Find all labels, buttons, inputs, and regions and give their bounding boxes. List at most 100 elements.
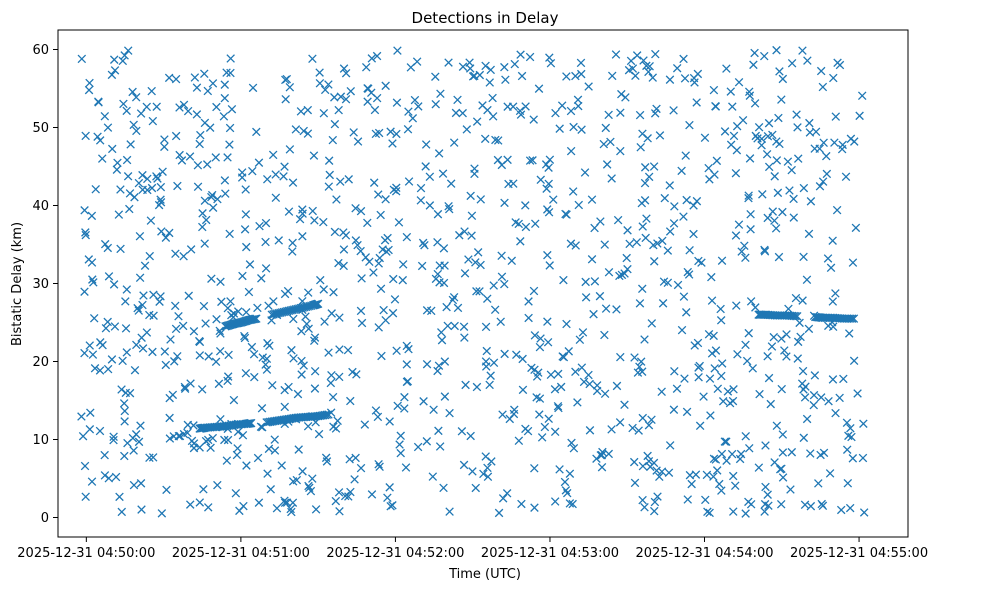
- data-point: [283, 286, 293, 296]
- data-point: [462, 125, 472, 134]
- data-point: [100, 471, 110, 480]
- data-point: [500, 62, 509, 72]
- data-point: [261, 218, 271, 228]
- data-point: [729, 385, 738, 394]
- data-point: [535, 342, 545, 352]
- data-point: [457, 427, 467, 436]
- data-point: [530, 331, 540, 340]
- data-point: [604, 449, 614, 459]
- data-point: [288, 238, 297, 248]
- data-point: [497, 272, 507, 282]
- data-point: [731, 231, 741, 240]
- data-point: [280, 162, 289, 171]
- data-point: [388, 139, 397, 148]
- data-point: [121, 388, 131, 398]
- data-point: [760, 507, 769, 516]
- data-point: [584, 370, 593, 380]
- data-point: [219, 112, 229, 121]
- data-point: [189, 443, 199, 453]
- data-point: [809, 390, 819, 400]
- data-point: [763, 490, 772, 499]
- data-point: [220, 176, 230, 185]
- data-point: [199, 301, 209, 311]
- data-point: [433, 366, 442, 376]
- data-point: [110, 66, 120, 75]
- data-point: [649, 257, 659, 266]
- data-point: [353, 240, 362, 250]
- data-point: [466, 431, 475, 441]
- data-point: [334, 258, 343, 268]
- data-point: [331, 496, 341, 506]
- data-point: [149, 311, 158, 320]
- data-point: [444, 204, 454, 214]
- data-point: [116, 185, 125, 194]
- data-point: [403, 377, 413, 386]
- data-point: [133, 303, 142, 313]
- data-point: [632, 238, 642, 247]
- data-point: [425, 172, 435, 182]
- data-point: [567, 438, 576, 448]
- data-point: [713, 384, 723, 394]
- data-point: [707, 296, 717, 305]
- data-point: [768, 207, 778, 216]
- data-point: [185, 152, 195, 161]
- data-point: [271, 170, 280, 179]
- data-point: [90, 364, 100, 373]
- data-point: [787, 447, 797, 457]
- data-point: [604, 268, 614, 277]
- data-point: [777, 384, 786, 394]
- data-point: [518, 385, 528, 395]
- data-point: [635, 110, 645, 120]
- data-point: [289, 354, 298, 363]
- data-point: [344, 175, 354, 184]
- data-point: [392, 98, 402, 107]
- data-point: [606, 137, 615, 147]
- data-point: [859, 508, 869, 517]
- data-point: [787, 58, 797, 68]
- data-point: [320, 317, 329, 326]
- data-point: [324, 348, 333, 357]
- data-point: [601, 304, 611, 313]
- data-point: [229, 395, 239, 405]
- data-point: [571, 71, 580, 81]
- data-point: [114, 210, 124, 219]
- data-point: [776, 499, 786, 509]
- data-point: [553, 369, 563, 379]
- data-point: [302, 319, 312, 329]
- data-point: [562, 72, 571, 81]
- data-point: [561, 486, 571, 495]
- data-point: [481, 61, 490, 71]
- data-point: [180, 382, 190, 392]
- data-point: [787, 165, 796, 175]
- data-point: [632, 51, 642, 60]
- data-point: [225, 229, 234, 239]
- data-point: [763, 131, 773, 141]
- data-point: [339, 64, 349, 73]
- data-point: [636, 142, 645, 152]
- data-point: [348, 367, 357, 377]
- data-point: [410, 95, 420, 105]
- data-point: [224, 350, 233, 360]
- data-point: [483, 105, 492, 115]
- data-point: [109, 435, 118, 445]
- data-point: [828, 236, 837, 245]
- data-point: [435, 278, 444, 287]
- data-point: [740, 241, 749, 251]
- data-point: [255, 221, 264, 231]
- data-point: [677, 166, 686, 176]
- data-point: [545, 261, 554, 270]
- data-point: [689, 201, 698, 210]
- data-point: [706, 411, 715, 420]
- data-point: [644, 456, 654, 466]
- data-point: [373, 190, 383, 199]
- data-point: [735, 454, 745, 464]
- data-point: [459, 322, 469, 331]
- data-point: [208, 203, 218, 212]
- data-point: [701, 495, 710, 505]
- data-point: [545, 53, 554, 62]
- data-point: [685, 470, 695, 480]
- data-point: [680, 74, 690, 83]
- data-point: [158, 167, 167, 176]
- data-point: [369, 268, 378, 277]
- data-point: [568, 499, 577, 509]
